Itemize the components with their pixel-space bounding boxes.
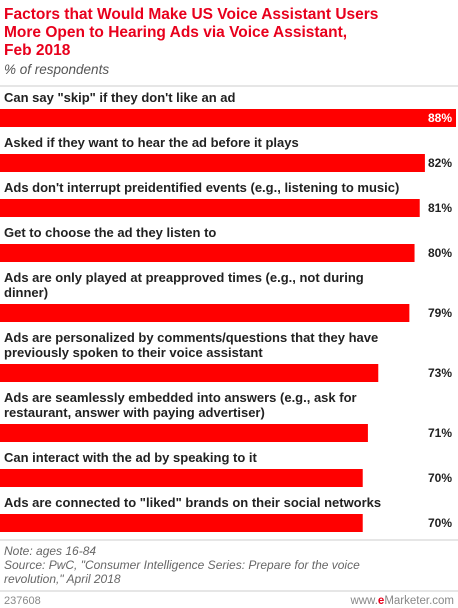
bar (0, 244, 415, 262)
bar (0, 199, 420, 217)
category-label: Ads are connected to "liked" brands on t… (4, 495, 381, 510)
value-label: 81% (428, 201, 452, 215)
category-label: Get to choose the ad they listen to (4, 225, 216, 240)
bar (0, 154, 425, 172)
chart-title: Factors that Would Make US Voice Assista… (4, 6, 378, 59)
value-label: 79% (428, 306, 452, 320)
category-label: Ads are personalized by comments/questio… (4, 330, 378, 345)
chart-title-line: Feb 2018 (4, 42, 71, 59)
brand-suffix: Marketer.com (384, 595, 454, 607)
bar (0, 424, 368, 442)
value-label: 70% (428, 471, 452, 485)
value-label: 82% (428, 156, 452, 170)
value-label: 80% (428, 246, 452, 260)
brand-prefix: www. (349, 595, 377, 607)
category-label: dinner) (4, 285, 48, 300)
note-ages: Note: ages 16-84 (4, 544, 96, 558)
brand-e: e (378, 595, 384, 607)
brand-logo: www.eMarketer.com (349, 595, 454, 607)
bar (0, 514, 363, 532)
value-label: 88% (428, 111, 452, 125)
bar (0, 364, 379, 382)
category-label: Ads don't interrupt preidentified events… (4, 180, 399, 195)
chart-subtitle: % of respondents (4, 62, 109, 77)
note-source: Source: PwC, "Consumer Intelligence Seri… (4, 558, 360, 572)
value-label: 73% (428, 366, 452, 380)
bar (0, 469, 363, 487)
chart-title-line: Factors that Would Make US Voice Assista… (4, 6, 378, 23)
category-label: restaurant, answer with paying advertise… (4, 405, 265, 420)
bar (0, 304, 410, 322)
category-label: Can interact with the ad by speaking to … (4, 450, 257, 465)
bar (0, 109, 456, 127)
bars-group: Can say "skip" if they don't like an ad 8… (0, 90, 456, 532)
category-label: Ads are only played at preapproved times… (4, 270, 364, 285)
chart-title-line: More Open to Hearing Ads via Voice Assis… (4, 24, 347, 41)
chart-id: 237608 (4, 595, 41, 607)
note-source-cont: revolution," April 2018 (4, 572, 121, 586)
category-label: previously spoken to their voice assista… (4, 345, 263, 360)
value-label: 70% (428, 516, 452, 530)
category-label: Can say "skip" if they don't like an ad (4, 90, 235, 105)
category-label: Ads are seamlessly embedded into answers… (4, 390, 357, 405)
category-label: Asked if they want to hear the ad before… (4, 135, 299, 150)
value-label: 71% (428, 426, 452, 440)
